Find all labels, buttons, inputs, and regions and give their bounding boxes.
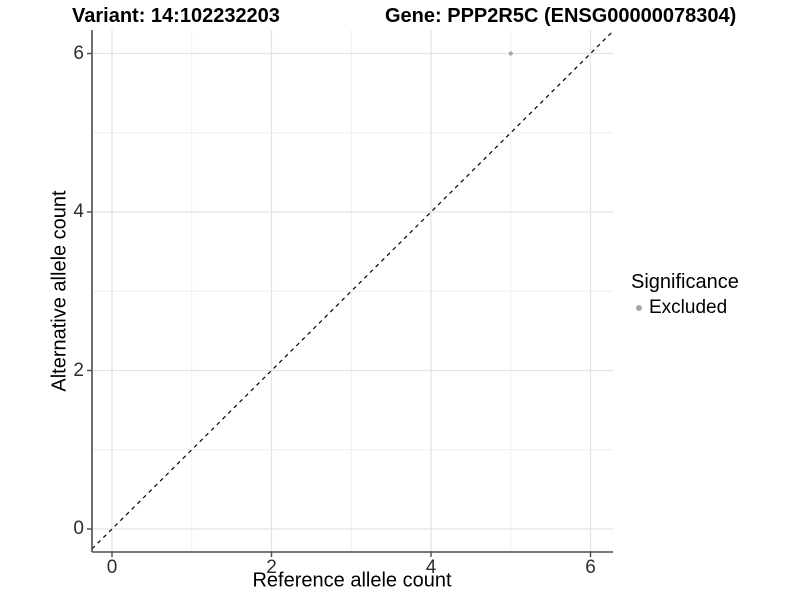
y-tick-label: 2 <box>73 359 84 381</box>
legend-entry-excluded: Excluded <box>631 297 739 319</box>
data-point <box>508 51 513 56</box>
identity-reference-line <box>91 30 614 550</box>
legend-entry-label: Excluded <box>649 297 728 318</box>
x-tick-label: 4 <box>425 557 437 578</box>
excluded-point-icon <box>636 305 642 311</box>
y-tick-label: 4 <box>73 201 84 222</box>
x-tick-label: 2 <box>266 557 277 578</box>
y-tick-label: 0 <box>73 518 84 539</box>
x-axis-title: Reference allele count <box>252 569 452 592</box>
legend: Significance Excluded <box>631 271 739 319</box>
legend-title: Significance <box>631 271 739 293</box>
y-axis-title: Alternative allele count <box>48 190 71 392</box>
y-tick-label: 6 <box>73 42 84 64</box>
x-tick-label: 6 <box>585 557 596 578</box>
x-tick-label: 0 <box>106 557 118 578</box>
plot-title-gene: Gene: PPP2R5C (ENSG00000078304) <box>385 5 737 27</box>
plot-title-variant: Variant: 14:102232203 <box>72 5 280 27</box>
